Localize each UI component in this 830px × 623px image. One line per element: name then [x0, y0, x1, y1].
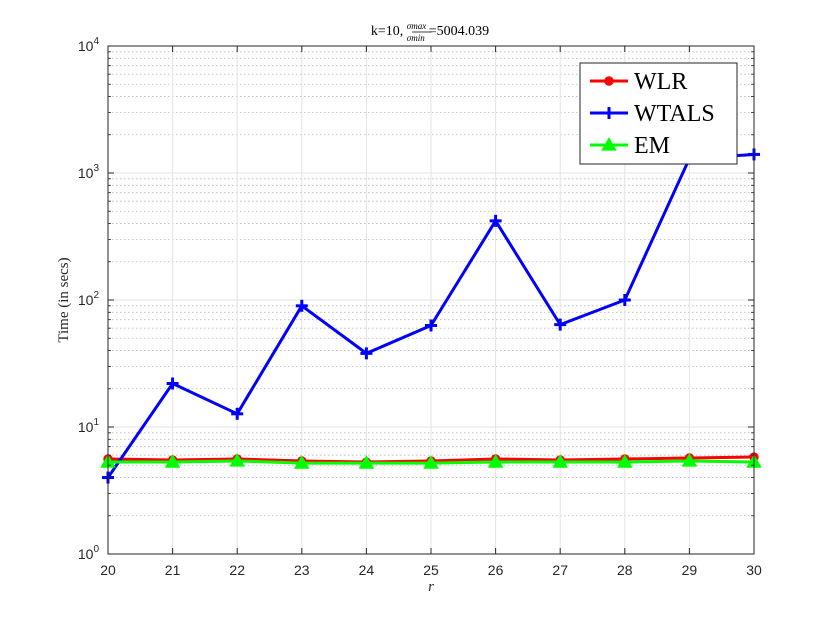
data-point-em [617, 454, 633, 468]
data-point-em [229, 453, 245, 467]
title-fraction-denominator: σmin [407, 33, 425, 43]
y-tick-label: 104 [78, 36, 100, 54]
series-em [100, 453, 762, 469]
y-tick-label: 102 [78, 290, 100, 308]
y-tick-label: 100 [78, 544, 100, 562]
x-tick-labels: 20 21 22 23 24 25 26 27 28 29 30 [100, 562, 762, 578]
data-point-wtals [489, 214, 502, 227]
title-fraction: σmax σmin [407, 21, 426, 43]
x-tick-label: 30 [746, 562, 762, 578]
legend-marker [601, 137, 617, 151]
data-point-wtals [295, 299, 308, 312]
x-tick-label: 20 [100, 562, 116, 578]
x-tick-label: 25 [423, 562, 439, 578]
legend-label: WTALS [634, 101, 715, 127]
x-axis-label: r [428, 579, 434, 595]
y-tick-labels: 100 101 102 103 104 [78, 36, 100, 562]
legend: WLR WTALS EM [579, 62, 738, 165]
data-point-em [552, 454, 568, 468]
legend-item-wtals: WTALS [590, 101, 715, 127]
data-point-em [487, 454, 504, 468]
data-point-wtals [166, 377, 179, 390]
data-point-wtals [231, 407, 244, 420]
x-tick-label: 22 [229, 562, 245, 578]
x-tick-label: 28 [617, 562, 633, 578]
data-point-em [294, 455, 310, 469]
data-point-em [423, 455, 439, 469]
y-tick-label: 101 [78, 417, 100, 435]
data-point-em [164, 454, 181, 468]
legend-label: EM [634, 133, 670, 159]
data-point-em [358, 455, 375, 469]
y-tick-label: 103 [78, 163, 100, 181]
x-tick-label: 21 [165, 562, 181, 578]
title-suffix: =5004.039 [429, 24, 489, 39]
legend-marker [603, 107, 615, 119]
legend-label: WLR [634, 69, 687, 95]
legend-marker [604, 76, 614, 86]
data-point-em [681, 453, 698, 467]
data-point-wtals [425, 319, 437, 332]
x-tick-label: 27 [552, 562, 568, 578]
title-fraction-numerator: σmax [407, 21, 426, 31]
legend-item-em: EM [590, 133, 670, 159]
data-point-wtals [618, 294, 631, 306]
x-tick-label: 26 [488, 562, 504, 578]
x-tick-label: 29 [682, 562, 698, 578]
axes [107, 45, 755, 555]
x-tick-label: 24 [359, 562, 375, 578]
y-axis-label: Time (in secs) [56, 257, 72, 342]
data-point-wtals [360, 347, 373, 360]
data-point-wtals [554, 318, 567, 331]
legend-item-wlr: WLR [590, 69, 687, 95]
x-tick-label: 23 [294, 562, 310, 578]
chart-title: k=10, σmax σmin =5004.039 [371, 21, 489, 43]
series-layer [100, 148, 762, 484]
